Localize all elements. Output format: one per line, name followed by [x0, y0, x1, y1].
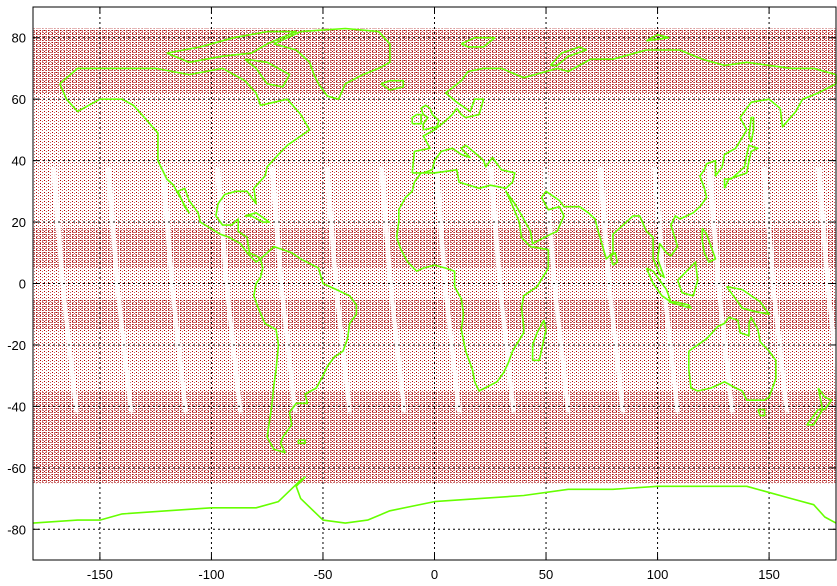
x-tick-label: 0	[431, 567, 438, 582]
y-axis-ticks: 80 60 40 20 0 -20 -40 -60 -80	[7, 31, 836, 537]
coastline-madagascar	[531, 319, 547, 362]
y-tick-label: 0	[19, 277, 26, 292]
swath-gap	[597, 166, 626, 413]
coastline-cuba	[244, 212, 271, 223]
coastline-borneo	[676, 261, 699, 297]
coastline-antarctica	[32, 476, 837, 524]
coastline-greenland	[273, 27, 391, 100]
coastline-sri-lanka	[609, 252, 619, 266]
x-tick-label: -50	[314, 567, 333, 582]
coastline-falklands	[297, 439, 306, 445]
y-tick-label: -20	[7, 338, 26, 353]
coastline-eurasia-africa	[395, 49, 837, 392]
coastline-svalbard	[460, 36, 496, 48]
swath-gap	[50, 166, 79, 413]
swath-gap	[706, 166, 735, 413]
grid-layer	[33, 7, 836, 560]
y-tick-label: -60	[7, 461, 26, 476]
swath-gap	[269, 166, 298, 413]
swath-gap	[378, 166, 407, 413]
swath-gap	[160, 166, 189, 413]
y-tick-label: 20	[12, 215, 26, 230]
coastline-arctic-islands-2	[244, 58, 291, 88]
coastline-new-zealand	[806, 387, 833, 426]
swath-gaps-layer	[50, 166, 837, 413]
coastline-arctic-islands-1	[166, 30, 297, 64]
swath-gap	[488, 166, 516, 413]
swath-gap	[761, 166, 790, 413]
swath-gap	[105, 166, 134, 413]
swath-gap	[815, 166, 837, 391]
coastline-south-america	[253, 245, 358, 454]
y-tick-label: 80	[12, 31, 26, 46]
swath-gap	[433, 166, 462, 413]
x-tick-label: 150	[758, 567, 780, 582]
coastline-severnaya	[646, 33, 670, 42]
coastline-ireland	[411, 113, 422, 125]
x-tick-label: 50	[539, 567, 553, 582]
coastline-australia	[688, 316, 777, 401]
x-axis-ticks: -150 -100 -50 0 50 100 150	[87, 7, 780, 582]
swath-gap	[214, 166, 243, 413]
coastline-hokkaido-sakhalin	[748, 116, 755, 143]
coastline-britain	[420, 104, 440, 131]
coastline-sulawesi-java	[668, 301, 692, 309]
y-tick-label: 60	[12, 92, 26, 107]
coastline-new-guinea	[726, 285, 770, 315]
coastline-layer	[32, 27, 837, 524]
coastline-novaya-zemlya	[549, 46, 587, 67]
x-tick-label: 100	[647, 567, 669, 582]
coastline-tasmania	[757, 408, 766, 417]
plot-area	[32, 6, 837, 561]
coastline-japan	[723, 144, 759, 189]
x-tick-label: -150	[87, 567, 113, 582]
y-tick-label: 40	[12, 154, 26, 169]
coastline-iceland	[380, 79, 405, 91]
swath-gap	[542, 166, 571, 413]
coastline-philippines	[701, 227, 717, 263]
y-tick-label: -80	[7, 522, 26, 537]
x-tick-label: -100	[198, 567, 224, 582]
coastline-north-america	[59, 67, 311, 263]
y-tick-label: -40	[7, 399, 26, 414]
